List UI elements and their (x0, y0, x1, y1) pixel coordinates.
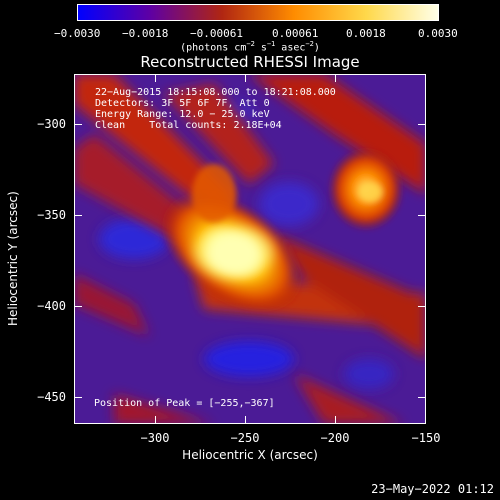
x-tick-mark-top-2 (245, 74, 246, 82)
y-tick-mark-3 (74, 306, 82, 307)
plot-title: Reconstructed RHESSI Image (140, 53, 360, 71)
y-tick-label-2: −350 (37, 208, 66, 222)
colorbar-tick-5: 0.0018 (346, 27, 386, 40)
y-tick-mark-right-2 (418, 215, 426, 216)
x-axis-label: Heliocentric X (arcsec) (182, 448, 318, 462)
y-tick-mark-4 (74, 397, 82, 398)
x-tick-mark-4 (425, 416, 426, 424)
x-tick-label-4: −150 (411, 431, 441, 445)
y-tick-mark-2 (74, 215, 82, 216)
x-tick-label-2: −250 (230, 431, 260, 445)
y-tick-label-4: −450 (37, 390, 66, 404)
colorbar-tick-4: 0.00061 (272, 27, 319, 40)
y-tick-mark-1 (74, 124, 82, 125)
y-tick-mark-right-3 (418, 306, 426, 307)
x-tick-mark-1 (155, 416, 156, 424)
y-tick-mark-right-4 (418, 397, 426, 398)
y-tick-label-3: −400 (37, 299, 66, 313)
colorbar-tick-3: −0.00061 (190, 27, 243, 40)
rhessi-image (74, 74, 426, 424)
colorbar-tick-2: −0.0018 (122, 27, 169, 40)
y-axis-label-wrap: Heliocentric Y (arcsec) (6, 191, 22, 486)
y-axis-label: Heliocentric Y (arcsec) (6, 191, 20, 326)
y-tick-mark-right-1 (418, 124, 426, 125)
colorbar-unit-label: (photons cm−2 s−1 asec−2) (180, 40, 320, 54)
info-detectors: Detectors: 3F 5F 6F 7F, Att 0 (95, 98, 270, 109)
x-tick-label-3: −200 (320, 431, 350, 445)
info-total-counts: Clean Total counts: 2.18E+04 (95, 120, 282, 131)
colorbar-tick-1: −0.0030 (54, 27, 101, 40)
peak-position: Position of Peak = [−255,−367] (94, 398, 275, 409)
colorbar (77, 4, 439, 21)
x-tick-mark-top-3 (335, 74, 336, 82)
x-tick-mark-3 (335, 416, 336, 424)
timestamp: 23−May−2022 01:12 (371, 482, 494, 496)
x-tick-mark-2 (245, 416, 246, 424)
y-tick-label-1: −300 (37, 117, 66, 131)
x-tick-mark-top-1 (155, 74, 156, 82)
info-time-range: 22−Aug−2015 18:15:08.000 to 18:21:08.000 (95, 87, 336, 98)
info-energy-range: Energy Range: 12.0 − 25.0 keV (95, 109, 270, 120)
colorbar-tick-6: 0.0030 (418, 27, 458, 40)
x-tick-label-1: −300 (140, 431, 170, 445)
